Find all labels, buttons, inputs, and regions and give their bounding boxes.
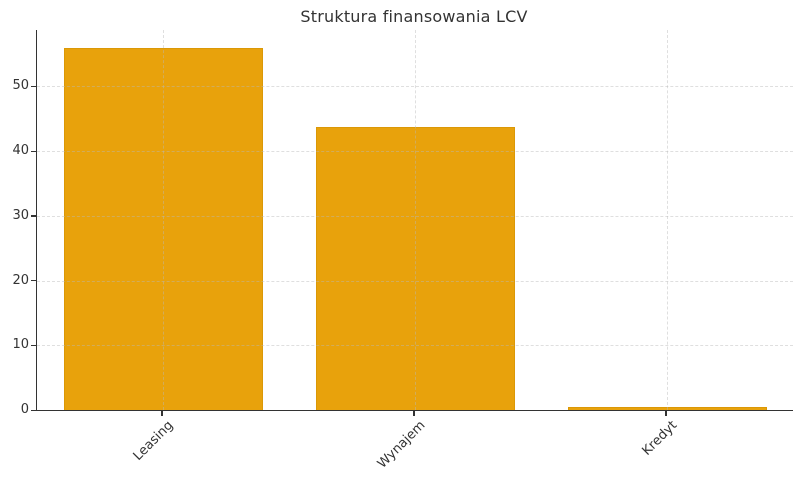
vertical-gridline bbox=[163, 30, 164, 410]
y-axis-tick-label: 10 bbox=[12, 337, 29, 353]
horizontal-gridline bbox=[37, 280, 793, 282]
x-axis-tick-label: Kredyt bbox=[639, 418, 681, 459]
y-axis-tick-mark bbox=[31, 409, 36, 411]
y-axis-tick-mark bbox=[31, 344, 36, 347]
y-axis-tick-label: 20 bbox=[12, 272, 29, 288]
y-axis-tick-label: 0 bbox=[20, 402, 29, 417]
y-axis-tick-label: 50 bbox=[12, 78, 29, 94]
horizontal-gridline bbox=[37, 151, 793, 153]
x-axis-tick-mark bbox=[161, 411, 163, 416]
bar-leasing bbox=[63, 48, 263, 410]
vertical-gridline bbox=[415, 30, 416, 410]
y-axis-tick-mark bbox=[31, 280, 36, 282]
y-axis-tick-label: 40 bbox=[12, 143, 29, 159]
x-axis-tick-mark bbox=[413, 411, 415, 416]
y-axis-tick-mark bbox=[31, 215, 36, 217]
x-axis-tick-mark bbox=[665, 411, 667, 416]
x-axis-tick-label: Wynajem bbox=[374, 418, 429, 472]
chart-title: Struktura finansowania LCV bbox=[300, 7, 528, 26]
horizontal-gridline bbox=[37, 215, 793, 217]
plot-area bbox=[36, 30, 793, 411]
horizontal-gridline bbox=[37, 345, 793, 347]
y-axis-tick-mark bbox=[31, 85, 36, 88]
bar-wynajem bbox=[315, 127, 515, 410]
y-axis-tick-label: 30 bbox=[12, 207, 29, 223]
bar-kredyt bbox=[567, 406, 767, 410]
y-axis-tick-mark bbox=[31, 150, 36, 152]
horizontal-gridline bbox=[37, 86, 793, 88]
x-axis-tick-label: Leasing bbox=[130, 418, 177, 464]
vertical-gridline bbox=[667, 30, 668, 410]
